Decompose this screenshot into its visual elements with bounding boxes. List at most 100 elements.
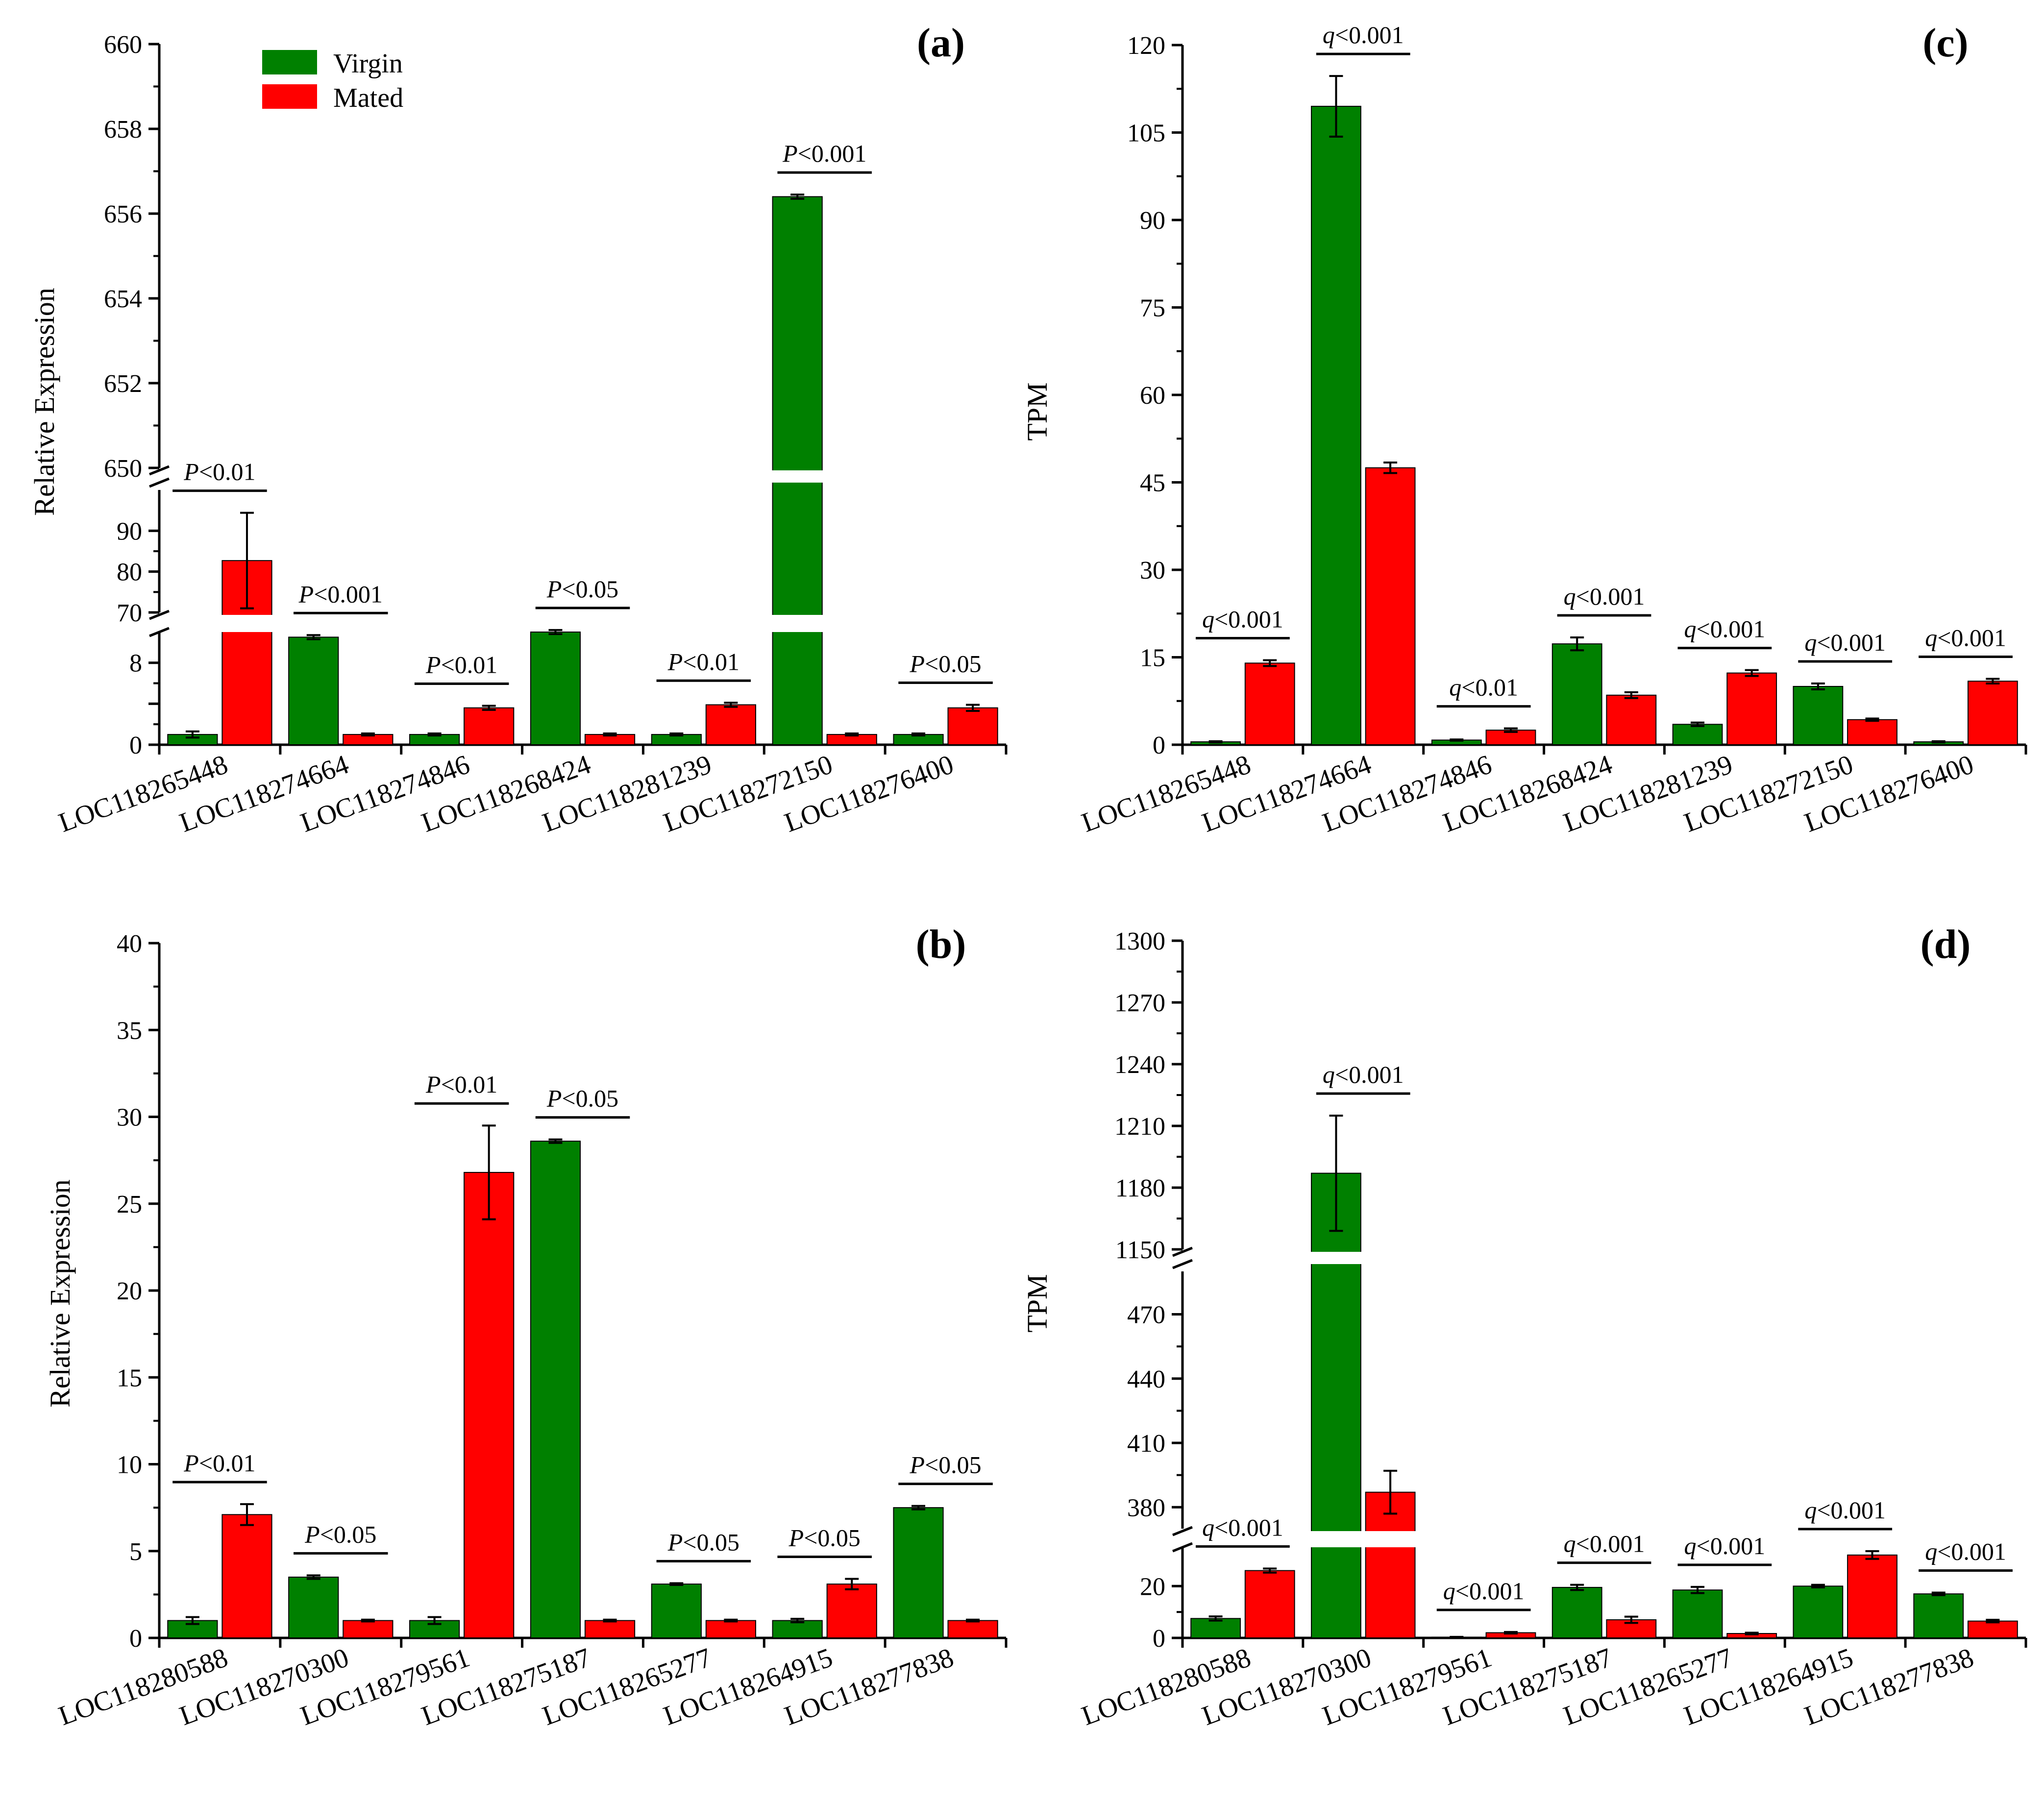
axis-break-mark: [149, 477, 170, 488]
panel-label: (d): [1921, 922, 1971, 967]
y-tick-label: 70: [117, 599, 142, 627]
y-tick-label: 1180: [1115, 1174, 1165, 1202]
bar-virgin: [288, 636, 339, 746]
y-tick-label: 15: [117, 1364, 142, 1392]
y-tick-label: 25: [117, 1191, 142, 1219]
panel-b: 0 5 10 15 20 25 30 35 40 P<0.01 P<0.05 P<0.01 P<0.05…: [44, 922, 1008, 1731]
y-tick-label: 652: [104, 370, 142, 398]
y-tick-label: 1270: [1114, 989, 1165, 1017]
bar-break-gap: [1310, 1531, 1362, 1547]
y-tick-label: 1300: [1114, 927, 1165, 955]
bar-virgin: [1551, 1586, 1602, 1638]
significance-label: P<0.05: [788, 1524, 861, 1551]
y-tick-label: 120: [1127, 32, 1165, 60]
bar-mated: [1244, 1570, 1295, 1639]
y-axis-title: Relative Expression: [44, 1179, 76, 1408]
significance-label: P<0.05: [546, 575, 618, 603]
y-tick-label: 5: [129, 1538, 142, 1566]
bar-virgin: [1311, 1172, 1361, 1639]
bar-mated: [1365, 1491, 1416, 1638]
legend-swatch-mated: [262, 84, 317, 109]
legend-swatch-virgin: [262, 50, 317, 74]
bar-mated: [1485, 730, 1536, 745]
bar-virgin: [1672, 724, 1723, 745]
significance-label: P<0.05: [909, 650, 981, 677]
significance-label: P<0.01: [425, 1071, 497, 1098]
significance-label: P<0.01: [183, 1449, 255, 1477]
significance-label: P<0.001: [782, 140, 866, 167]
axis-break-mark: [149, 465, 170, 476]
bar-mated: [584, 1620, 636, 1639]
bar-virgin: [893, 1507, 944, 1638]
significance-label: P<0.01: [425, 651, 497, 679]
legend-label-virgin: Virgin: [333, 49, 403, 79]
bar-mated: [947, 1620, 998, 1639]
bar-virgin: [530, 632, 581, 745]
y-tick-label: 1150: [1115, 1236, 1165, 1264]
bar-mated: [705, 1620, 757, 1639]
significance-label: q<0.001: [1323, 1061, 1404, 1088]
bar-mated: [1967, 1620, 2018, 1638]
bar-break-gap: [771, 470, 823, 483]
bar-mated: [1847, 1554, 1897, 1639]
bar-break-gap: [1364, 1531, 1416, 1547]
y-tick-label: 0: [1153, 1625, 1165, 1653]
bar-break-gap: [1310, 1252, 1362, 1264]
bar-mated: [222, 1514, 272, 1638]
y-tick-label: 45: [1140, 469, 1165, 497]
panel-d: 0 20 380 410 440 470 1150 1180 1210 1240 1270 1300 q…: [1021, 922, 2027, 1731]
significance-label: P<0.05: [546, 1085, 618, 1112]
y-tick-label: 20: [117, 1277, 142, 1305]
significance-label: q<0.01: [1449, 674, 1518, 701]
y-tick-label: 30: [1140, 557, 1165, 585]
bar-mated: [1847, 719, 1897, 745]
bar-virgin: [288, 1576, 339, 1639]
y-axis-title: TPM: [1021, 382, 1053, 440]
y-tick-label: 654: [104, 285, 142, 313]
bar-mated: [1244, 662, 1295, 746]
bar-virgin: [1672, 1589, 1723, 1639]
y-tick-label: 35: [117, 1017, 142, 1045]
bar-mated: [1967, 681, 2018, 746]
bar-virgin: [1913, 1593, 1964, 1638]
y-tick-label: 0: [1153, 731, 1165, 759]
bar-mated: [947, 707, 998, 746]
significance-label: P<0.05: [667, 1528, 739, 1556]
panel-label: (b): [916, 922, 966, 967]
significance-label: q<0.001: [1443, 1577, 1525, 1605]
significance-label: q<0.001: [1925, 1538, 2006, 1565]
y-tick-label: 10: [117, 1451, 142, 1479]
axis-break-mark: [1172, 1246, 1193, 1257]
y-tick-label: 40: [117, 930, 142, 958]
significance-label: q<0.001: [1564, 583, 1645, 610]
significance-label: q<0.001: [1564, 1530, 1645, 1558]
significance-label: q<0.001: [1202, 605, 1283, 633]
y-axis-title: Relative Expression: [28, 288, 60, 516]
y-tick-label: 60: [1140, 382, 1165, 410]
y-tick-label: 658: [104, 116, 142, 144]
axis-break-mark: [1172, 1526, 1193, 1536]
significance-label: P<0.01: [183, 458, 255, 486]
bar-mated: [1365, 467, 1416, 745]
y-axis-title: TPM: [1021, 1274, 1053, 1332]
bar-virgin: [1793, 686, 1844, 745]
panel-label: (a): [917, 20, 965, 66]
bar-mated: [1726, 672, 1777, 745]
significance-label: q<0.001: [1804, 629, 1886, 656]
axis-break-mark: [149, 627, 170, 637]
significance-label: q<0.001: [1323, 21, 1404, 49]
y-tick-label: 380: [1127, 1494, 1165, 1522]
y-tick-label: 90: [1140, 207, 1165, 235]
y-tick-label: 0: [129, 731, 142, 759]
y-tick-label: 105: [1127, 120, 1165, 147]
significance-label: q<0.001: [1804, 1496, 1886, 1524]
bar-mated: [464, 707, 515, 746]
panel-c: 0 15 30 45 60 75 90 105 120 q<0.001 q<0.001 q<0.01 q…: [1021, 20, 2027, 838]
legend: Virgin Mated: [262, 49, 403, 113]
bar-mated: [464, 1171, 515, 1638]
significance-label: q<0.001: [1684, 615, 1766, 643]
bar-mated: [343, 1620, 394, 1639]
y-tick-label: 90: [117, 517, 142, 545]
y-tick-label: 650: [104, 455, 142, 483]
